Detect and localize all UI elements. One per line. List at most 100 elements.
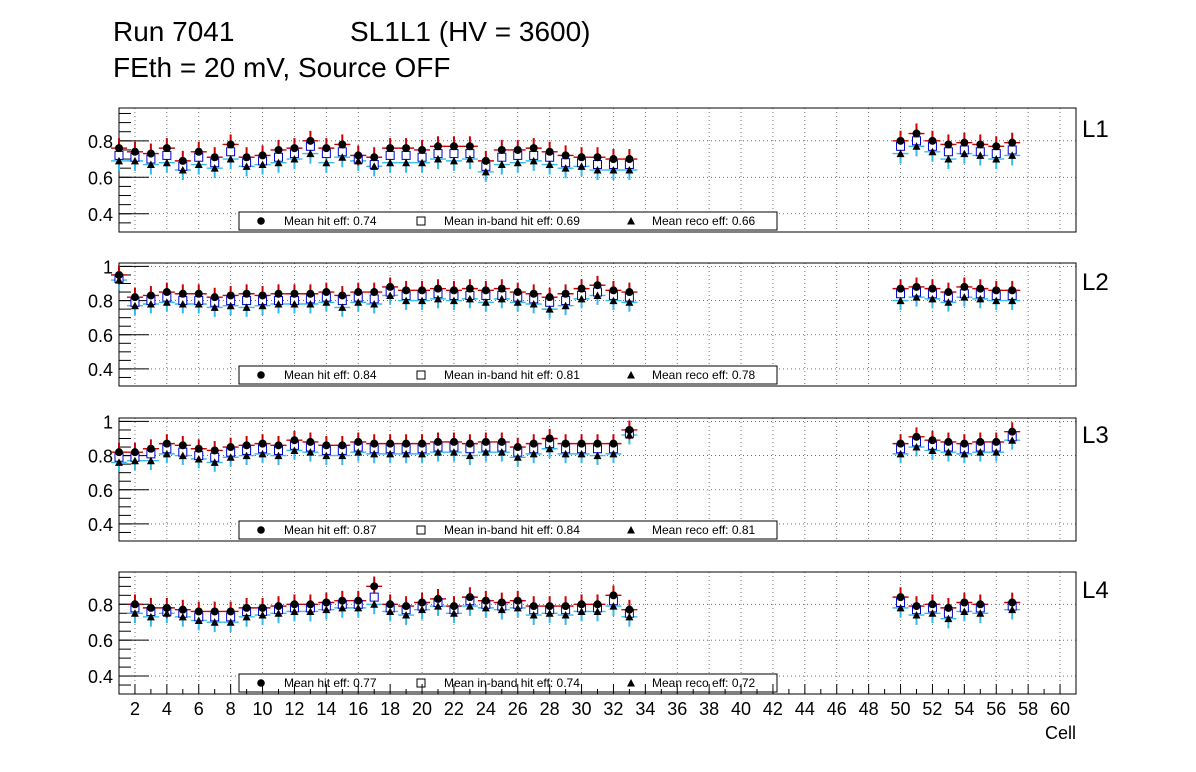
x-tick-label: 48 [859,699,879,719]
reco-point [194,616,203,624]
reco-point [146,612,155,621]
reco-point [194,300,203,308]
legend-hit-label: Mean hit eff: 0.74 [284,214,377,228]
reco-point [402,296,411,305]
reco-point [386,158,395,167]
in-band-point [242,296,252,306]
hit-point [960,282,969,291]
reco-point [609,296,618,305]
hit-point [226,140,235,149]
reco-point [386,291,395,299]
hit-point [593,439,602,448]
x-tick-label: 2 [130,699,140,719]
hit-point [593,600,602,609]
hit-point [928,136,937,145]
y-tick-label: 0.6 [88,168,113,188]
hit-point [960,598,969,607]
hit-point [194,607,203,616]
hit-point [226,607,235,616]
reco-point [290,300,299,308]
hit-point [513,443,522,452]
reco-point [226,301,235,310]
x-axis-label: Cell [1045,723,1076,743]
reco-point [481,298,490,306]
legend-reco-label: Mean reco eff: 0.66 [652,214,756,228]
hit-point [609,439,618,448]
panel-frame [118,417,1077,542]
hit-point [960,439,969,448]
legend-box [238,365,778,385]
in-band-point [497,152,507,162]
reco-point [274,451,283,460]
reco-point [115,458,123,466]
hit-point [465,284,474,293]
legend-in-band-label: Mean in-band hit eff: 0.84 [444,523,580,537]
reco-point [354,298,363,306]
hit-point [481,286,490,295]
reco-point [178,166,187,174]
hit-point [529,602,538,611]
reco-point [928,294,937,303]
reco-point [274,609,283,617]
reco-point [242,451,251,460]
legend-reco-marker [627,371,635,379]
reco-point [465,451,474,460]
hit-point [274,602,283,611]
hit-point [928,600,937,609]
hit-point [146,603,155,612]
reco-point [322,605,331,614]
reco-point [944,614,953,623]
hit-point [386,282,395,291]
hit-point [402,439,411,448]
reco-point [210,303,219,311]
reco-point [1008,436,1017,444]
reco-point [306,300,315,308]
reco-point [338,303,347,311]
reco-point [370,449,379,458]
reco-point [625,298,634,306]
hit-point [306,289,315,298]
hit-point [194,444,203,453]
hit-point [609,591,618,600]
reco-point [115,156,123,165]
reco-point [928,609,937,617]
reco-point [481,448,490,456]
x-tick-label: 14 [316,699,336,719]
hit-point [226,443,235,452]
reco-point [226,618,235,626]
hit-point [162,439,171,448]
hit-point [513,145,522,154]
x-tick-label: 56 [986,699,1006,719]
reco-point [960,149,969,158]
reco-point [290,607,299,615]
legend-in-band-label: Mean in-band hit eff: 0.69 [444,214,580,228]
reco-point [912,293,921,301]
reco-point [625,166,634,174]
hit-point [402,144,411,153]
x-tick-label: 10 [253,699,273,719]
reco-point [976,448,985,456]
reco-point [162,158,171,167]
reco-point [210,458,219,466]
panel-l1: 0.4 0.6 0.8 Mean hit eff: 0.74 Mean in-band … [88,107,1109,233]
reco-point [146,456,155,465]
panel-l4: 0.4 0.6 0.8 Mean hit eff: 0.77 Mean in-band … [88,571,1109,695]
hit-point [561,602,570,611]
hit-point [577,284,586,293]
reco-point [322,158,331,167]
hit-point [146,149,155,158]
hit-point [418,598,427,607]
x-tick-label: 8 [226,699,236,719]
hit-point [434,142,442,151]
x-tick-label: 18 [380,699,400,719]
legend-reco-label: Mean reco eff: 0.72 [652,676,756,690]
hit-point [386,144,395,153]
legend-hit-label: Mean hit eff: 0.84 [284,368,377,382]
hit-point [258,439,267,448]
reco-point [354,448,363,456]
x-tick-label: 28 [540,699,560,719]
reco-point [912,142,921,150]
legend-hit-marker [257,217,265,225]
hit-point [194,289,203,298]
reco-point [896,603,905,612]
